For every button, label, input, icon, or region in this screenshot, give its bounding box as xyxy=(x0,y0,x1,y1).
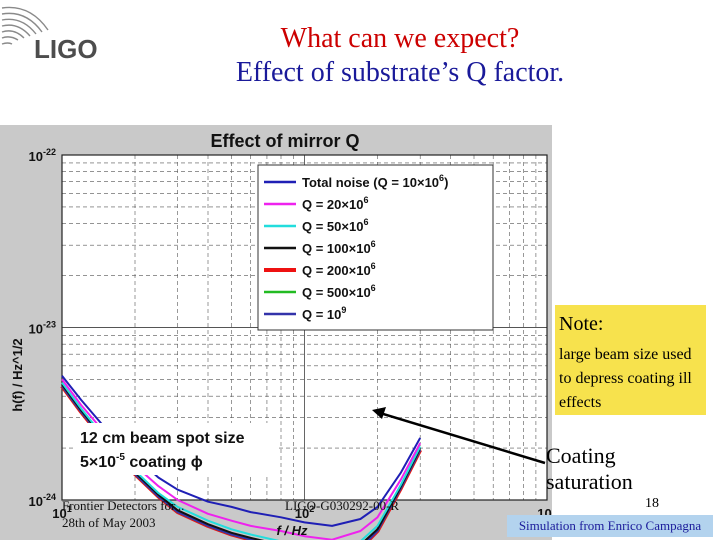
logo-arcs-icon xyxy=(1,6,49,45)
coating-label-line2: saturation xyxy=(546,469,633,494)
logo-text: LIGO xyxy=(34,34,98,64)
footer-left-line2: 28th of May 2003 xyxy=(62,515,156,530)
slide-title-line1: What can we expect? xyxy=(280,23,520,54)
legend-label: Q = 109 xyxy=(302,305,346,322)
page-number: 18 xyxy=(645,496,659,511)
legend-label: Q = 200×106 xyxy=(302,261,376,278)
plot-frame xyxy=(61,154,548,501)
noise-chart: Effect of mirror Q 10-22 10-23 10-24 101 10… xyxy=(0,125,552,540)
footer-center: LIGO-G030292-00-R xyxy=(285,498,400,513)
y-tick-label: 10-24 xyxy=(29,492,56,509)
annotation-line2-exp: -5 xyxy=(116,452,125,463)
x-tick-label: 102 xyxy=(295,504,314,521)
x-axis-label: f / Hz xyxy=(276,523,308,538)
legend-label: Q = 20×106 xyxy=(302,195,368,212)
coating-arrow-line xyxy=(379,411,546,465)
legend-label: Total noise (Q = 10×106) xyxy=(302,173,448,190)
x-tick-label: 101 xyxy=(52,504,71,521)
annotation-line2: 5×10-5 coating ϕ xyxy=(80,452,203,471)
y-tick-label: 10-23 xyxy=(29,320,56,337)
legend-label: Q = 100×106 xyxy=(302,239,376,256)
coating-label-line1: Coating xyxy=(546,443,616,468)
annotation-line1: 12 cm beam spot size xyxy=(80,430,245,447)
note-body: large beam size used to depress coating … xyxy=(559,346,692,411)
annotation-box xyxy=(76,423,276,475)
chart-legend: Total noise (Q = 10×106) Q = 20×106 Q = 50… xyxy=(257,164,494,331)
simulation-credit: Simulation from Enrico Campagna xyxy=(507,515,713,537)
slide-title-line2: Effect of substrate’s Q factor. xyxy=(235,57,565,88)
legend-label: Q = 50×106 xyxy=(302,217,368,234)
annotation-line2-prefix: 5×10 xyxy=(80,454,116,471)
footer-left-line1: Frontier Detectors for... xyxy=(62,498,185,513)
slide-title: What can we expect? Effect of substrate’… xyxy=(150,22,650,90)
note-heading: Note: xyxy=(559,313,604,335)
ligo-logo: LIGO xyxy=(0,0,130,80)
legend-label: Q = 500×106 xyxy=(302,283,376,300)
note-box: Note: large beam size used to depress co… xyxy=(555,305,706,415)
coating-arrow-head xyxy=(372,407,386,419)
coating-label: Coating saturation xyxy=(546,443,656,495)
annotation-line2-suffix: coating ϕ xyxy=(125,454,203,471)
y-tick-label: 10-22 xyxy=(29,147,56,164)
y-tick-labels: 10-22 10-23 10-24 xyxy=(29,147,56,509)
chart-title: Effect of mirror Q xyxy=(210,131,359,151)
legend-box xyxy=(257,164,494,331)
y-axis-label: h(f) / Hz^1/2 xyxy=(10,338,25,411)
